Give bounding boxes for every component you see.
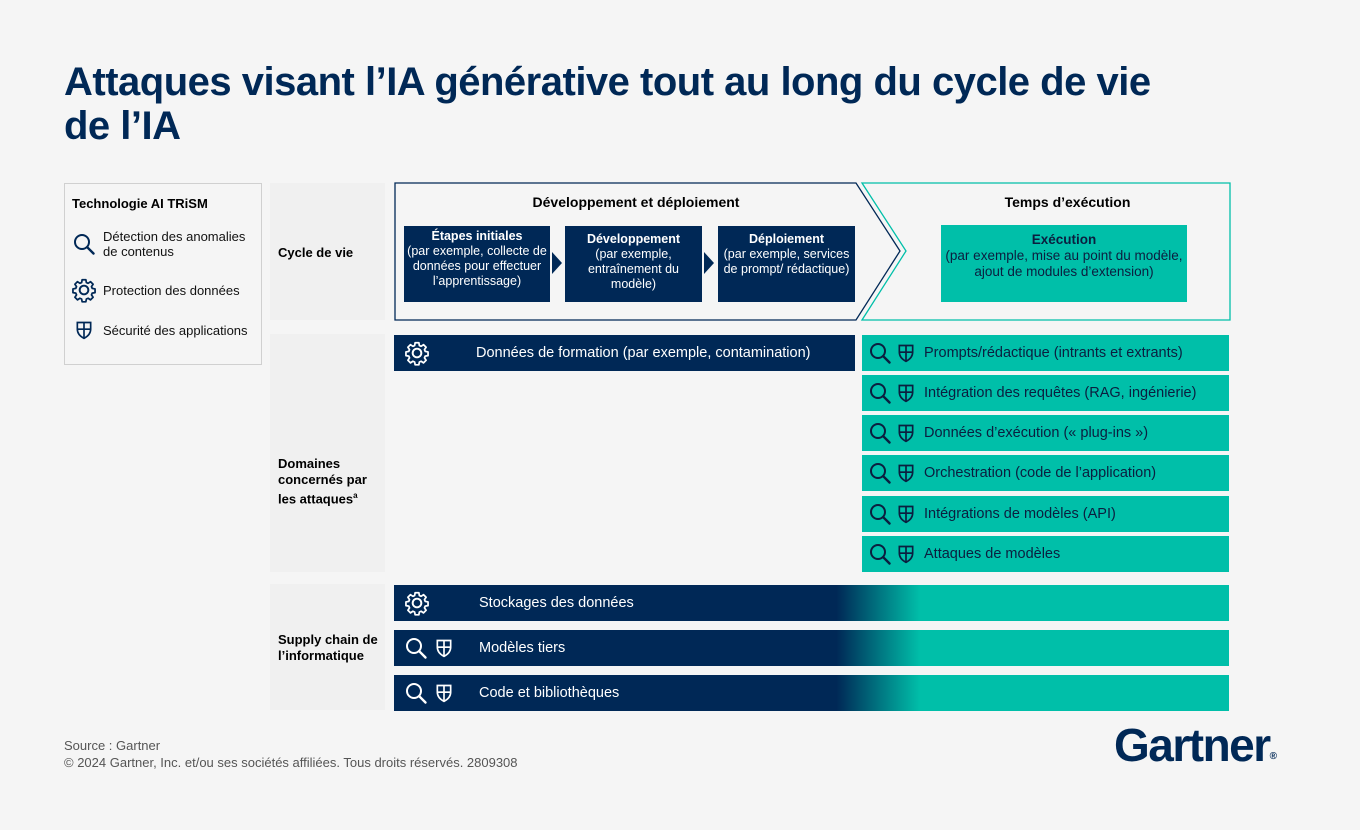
bar-label: Code et bibliothèques [479,685,620,701]
search-icon [71,231,97,257]
row-label-domains-text: Domaines concernés par les attaques [278,456,367,507]
stage-deployment: Déploiement (par exemple, services de pr… [718,226,855,302]
search-icon [868,502,892,526]
stage-desc: (par exemple, mise au point du modèle, a… [945,248,1183,279]
footnote-marker: a [353,491,358,500]
stage-title: Étapes initiales [431,229,523,243]
shield-icon [896,462,916,484]
bar-training-data: Données de formation (par exemple, conta… [394,335,855,371]
shield-icon [896,342,916,364]
legend-item-app-security: Sécurité des applications [71,317,263,343]
shield-icon [434,682,454,704]
bar-label: Prompts/rédactique (intrants et extrants… [924,345,1183,361]
legend-label: Détection des anomalies de contenus [103,229,246,259]
copyright-text: © 2024 Gartner, Inc. et/ou ses sociétés … [64,755,518,770]
bar-prompts: Prompts/rédactique (intrants et extrants… [862,335,1229,371]
stage-desc: (par exemple, collecte de données pour e… [407,244,547,288]
phase-dev-heading: Développement et déploiement [532,194,740,210]
bar-code-libraries: Code et bibliothèques [394,675,1229,711]
bar-model-attacks: Attaques de modèles [862,536,1229,572]
stage-title: Exécution [1031,232,1097,247]
stage-desc: (par exemple, entraînement du modèle) [587,247,680,291]
bar-label: Intégrations de modèles (API) [924,506,1116,522]
bar-label: Données de formation (par exemple, conta… [476,345,811,361]
registered-mark: ® [1269,751,1278,762]
bar-runtime-data: Données d’exécution (« plug-ins ») [862,415,1229,451]
bar-data-storage: Stockages des données [394,585,1229,621]
bar-label: Orchestration (code de l’application) [924,465,1157,481]
shield-icon [896,422,916,444]
lifecycle-chevrons [394,182,1231,321]
logo-text: Gartner [1114,719,1271,771]
legend-title: Technologie AI TRiSM [72,196,208,211]
row-label-domains: Domaines concernés par les attaquesa [278,456,382,507]
row-label-lifecycle: Cycle de vie [278,245,354,260]
stage-initial: Étapes initiales (par exemple, collecte … [404,226,550,302]
bar-third-party-models: Modèles tiers [394,630,1229,666]
bar-label: Intégration des requêtes (RAG, ingénieri… [924,385,1197,401]
bar-label: Stockages des données [479,595,634,611]
page-title: Attaques visant l’IA générative tout au … [64,60,1151,148]
legend-item-anomaly: Détection des anomalies de contenus [71,229,263,259]
search-icon [404,636,428,660]
arrow-right-icon [704,252,714,274]
stage-execution: Exécution (par exemple, mise au point du… [941,225,1187,302]
bar-label: Données d’exécution (« plug-ins ») [924,425,1149,441]
stage-development: Développement (par exemple, entraînement… [565,226,702,302]
search-icon [404,681,428,705]
row-label-bg [270,584,385,710]
legend-label: Protection des données [103,282,240,298]
shield-icon [434,637,454,659]
bar-model-integrations: Intégrations de modèles (API) [862,496,1229,532]
search-icon [868,542,892,566]
bar-label: Modèles tiers [479,640,566,656]
shield-icon [896,543,916,565]
arrow-right-icon [552,252,562,274]
legend-label: Sécurité des applications [103,322,248,338]
stage-title: Développement [586,232,681,246]
bar-label: Attaques de modèles [924,546,1061,562]
row-label-bg [270,183,385,320]
legend-item-data-protection: Protection des données [71,277,263,303]
search-icon [868,421,892,445]
bar-query-integration: Intégration des requêtes (RAG, ingénieri… [862,375,1229,411]
source-note: Source : Gartner © 2024 Gartner, Inc. et… [64,737,518,771]
stage-desc: (par exemple, services de prompt/ rédact… [723,247,850,276]
legend: Technologie AI TRiSM Détection des anoma… [64,183,262,365]
gear-icon [71,277,97,303]
search-icon [868,461,892,485]
row-label-supply-chain: Supply chain de l’informatique [278,632,378,663]
shield-icon [71,317,97,343]
gartner-logo: Gartner® [1114,718,1277,772]
phase-runtime-heading: Temps d’exécution [1004,194,1131,210]
shield-icon [896,503,916,525]
search-icon [868,341,892,365]
source-text: Source : Gartner [64,738,161,753]
stage-title: Déploiement [748,232,824,246]
bar-orchestration: Orchestration (code de l’application) [862,455,1229,491]
search-icon [868,381,892,405]
gear-icon [404,590,430,616]
row-label-bg [270,334,385,572]
shield-icon [896,382,916,404]
gear-icon [404,340,430,366]
